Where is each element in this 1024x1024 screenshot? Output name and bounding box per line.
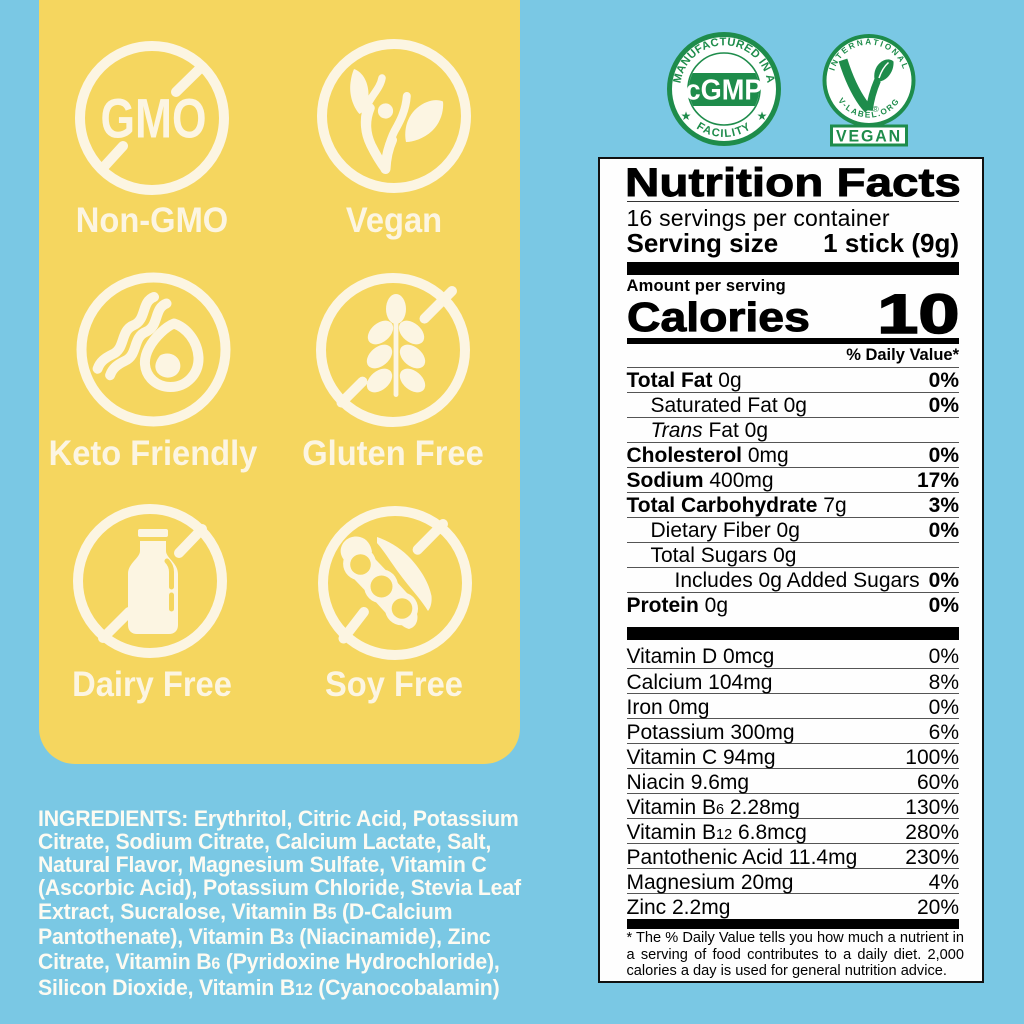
svg-text:®: ® (873, 104, 880, 114)
svg-text:VEGAN: VEGAN (836, 127, 902, 146)
svg-text:GMO: GMO (101, 87, 207, 150)
svg-text:★: ★ (757, 109, 768, 123)
svg-text:★: ★ (681, 109, 692, 123)
svg-text:cGMP: cGMP (686, 75, 763, 107)
